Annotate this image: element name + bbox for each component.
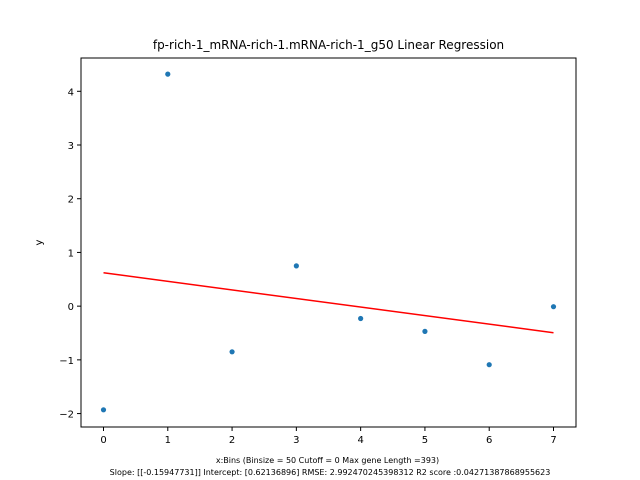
y-tick-label: 2: [68, 195, 74, 206]
x-axis-ticks: 0 1 2 3 4 5 6 7: [100, 427, 557, 446]
chart-title: fp-rich-1_mRNA-rich-1.mRNA-rich-1_g50 Li…: [153, 38, 504, 52]
y-axis-label: y: [34, 239, 45, 245]
plot-area: [81, 58, 576, 427]
plot-frame: [80, 57, 577, 428]
y-tick-label: 0: [68, 302, 74, 313]
data-point: [165, 71, 171, 77]
data-point: [358, 315, 364, 322]
regression-line-layer: [103, 272, 554, 334]
x-tick-label: 0: [100, 435, 106, 446]
data-point: [550, 304, 557, 310]
y-tick-label: 4: [68, 87, 74, 98]
data-points-layer: [100, 71, 557, 413]
x-tick-label: 4: [357, 435, 363, 446]
x-tick-label: 3: [293, 435, 299, 446]
x-tick-label: 1: [165, 435, 171, 446]
y-tick-label: 1: [68, 248, 74, 259]
y-tick-label: −1: [59, 356, 74, 367]
regression-line: [103, 272, 554, 334]
y-tick-label: −2: [59, 410, 74, 421]
data-point: [422, 328, 428, 334]
y-axis-ticks: −2 −1 0 1 2 3 4: [59, 87, 81, 421]
x-tick-label: 5: [422, 435, 428, 446]
x-tick-label: 6: [486, 435, 492, 446]
data-point: [486, 362, 492, 368]
x-tick-label: 2: [229, 435, 235, 446]
data-point: [100, 407, 107, 413]
regression-stats-caption: Slope: [[-0.15947731]] Intercept: [0.621…: [110, 468, 551, 477]
data-point: [229, 349, 235, 355]
x-axis-label: x:Bins (Binsize = 50 Cutoff = 0 Max gene…: [216, 456, 439, 465]
x-tick-label: 7: [550, 435, 556, 446]
data-point: [293, 263, 299, 269]
y-tick-label: 3: [68, 141, 74, 152]
